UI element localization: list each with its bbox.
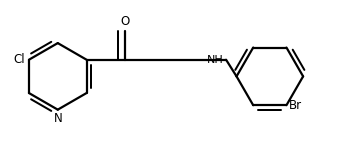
Text: N: N — [53, 112, 62, 125]
Text: O: O — [120, 15, 129, 28]
Text: NH: NH — [206, 55, 223, 65]
Text: Br: Br — [289, 99, 302, 112]
Text: Cl: Cl — [14, 53, 25, 66]
